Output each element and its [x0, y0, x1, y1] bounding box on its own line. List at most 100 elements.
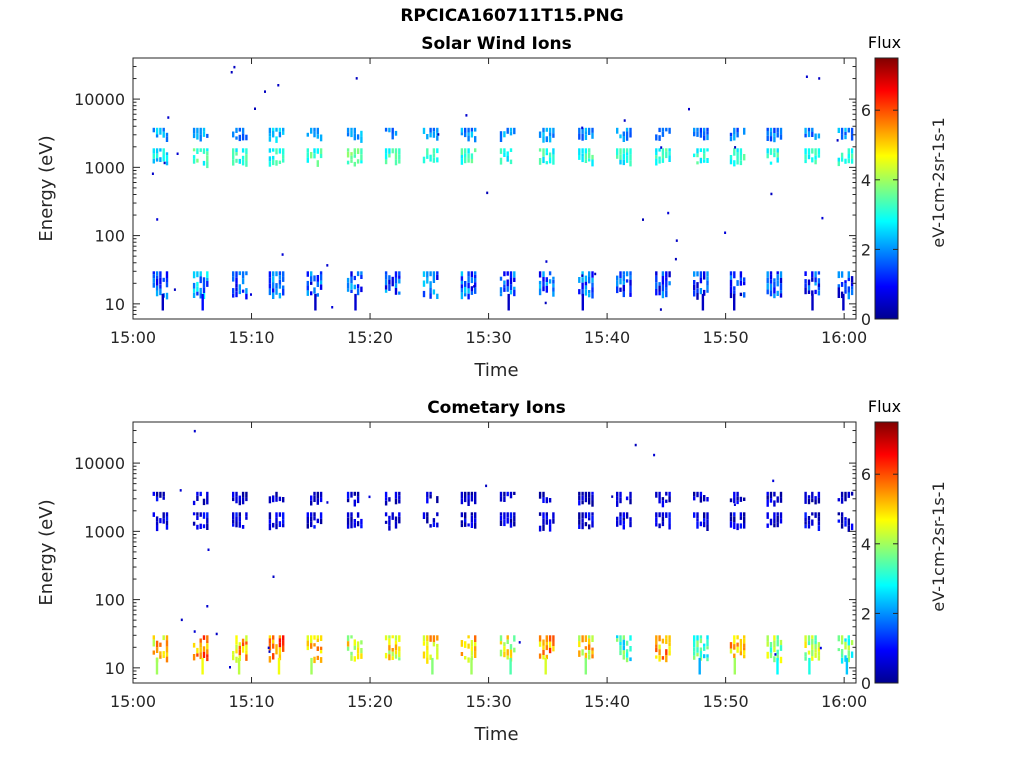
sw-tail-5 [354, 293, 357, 311]
ci-cell-13-0-0 [655, 635, 658, 640]
sw-cell-5-2-2 [353, 133, 356, 141]
sw-cell-10-1-2 [545, 152, 548, 156]
ci-cell-9-1-4 [513, 521, 516, 527]
sw-cell-6-0-1 [388, 275, 391, 280]
sw-cell-0-0-2 [159, 271, 162, 278]
ci-cell-10-1-1 [542, 518, 545, 525]
ci-cell-1-1-4 [206, 512, 209, 518]
ci-cell-9-0-1 [503, 642, 506, 647]
ci-cell-3-0-0 [268, 656, 272, 663]
sw-cell-13-0-4 [668, 281, 671, 286]
ci-cell-4-0-4 [319, 646, 323, 651]
sw-cell-11-0-0 [578, 277, 581, 283]
sw-cell-6-0-3 [394, 271, 398, 278]
ci-cell-18-1-1 [840, 516, 844, 524]
ci-cell-15-1-0 [729, 516, 733, 522]
sw-cell-14-2-2 [699, 132, 703, 138]
sw-cell-1-0-4 [206, 271, 209, 278]
sw-cell-17-2-2 [811, 127, 814, 132]
sw-cell-9-0-2 [506, 286, 509, 292]
sw-cell-4-2-4 [319, 134, 323, 142]
sw-cell-15-0-3 [739, 271, 743, 278]
ci-cell-5-0-4 [360, 653, 363, 659]
ci-cell-2-2-3 [241, 497, 245, 505]
sw-cell-5-1-1 [350, 152, 353, 156]
ci-cell-16-1-3 [776, 512, 779, 516]
ci-cell-12-0-3 [625, 652, 629, 658]
sw-cell-14-1-3 [703, 159, 706, 163]
ci-xtick-label-1: 15:10 [228, 692, 274, 711]
sw-cell-11-0-2 [584, 289, 588, 296]
sw-cell-3-0-1 [272, 288, 275, 293]
sw-cell-2-0-2 [238, 284, 241, 291]
sw-cell-18-2-4 [850, 127, 854, 135]
ci-cell-18-1-1 [840, 523, 844, 529]
ci-cell-9-1-2 [506, 512, 509, 518]
sw-cell-3-1-3 [278, 160, 282, 164]
ci-cell-11-1-3 [588, 524, 591, 530]
ci-cell-18-2-1 [840, 497, 844, 504]
ci-cell-13-2-3 [665, 491, 668, 496]
ci-cell-2-2-2 [238, 495, 241, 501]
ci-cell-7-0-3 [432, 642, 436, 647]
sw-cell-15-0-0 [729, 279, 733, 287]
sw-cell-8-0-0 [460, 284, 464, 289]
sw-cell-14-0-2 [699, 277, 703, 284]
ci-cell-16-2-1 [769, 491, 773, 499]
ci-cell-15-0-4 [743, 647, 746, 651]
sw-cell-1-0-2 [199, 276, 202, 284]
sw-cell-7-1-4 [436, 157, 439, 163]
ci-cell-15-1-1 [733, 516, 736, 523]
sw-cell-3-2-3 [278, 132, 282, 138]
sw-cell-3-2-4 [282, 127, 285, 132]
ci-cell-5-1-0 [346, 517, 350, 525]
ci-cell-17-1-2 [811, 512, 814, 516]
sw-cell-8-1-2 [467, 148, 470, 154]
sw-cell-4-1-1 [310, 152, 313, 159]
sw-cell-11-0-1 [581, 282, 584, 290]
ci-cell-4-2-3 [316, 498, 319, 505]
ci-cell-9-0-1 [503, 651, 506, 658]
ci-cell-1-1-1 [196, 512, 199, 516]
sw-cell-13-0-3 [665, 271, 668, 278]
ci-cell-4-0-3 [316, 638, 319, 642]
ci-cell-2-1-1 [235, 516, 238, 522]
sw-cell-15-2-1 [733, 127, 736, 134]
sw-cell-14-0-0 [693, 284, 696, 291]
sw-cell-13-1-4 [668, 151, 671, 156]
sw-cell-14-0-3 [703, 289, 706, 296]
ci-cell-2-1-4 [245, 516, 248, 520]
ci-cell-13-0-1 [658, 655, 661, 662]
sw-cell-4-1-4 [319, 154, 323, 159]
sw-cell-17-2-1 [807, 131, 811, 138]
ci-cell-18-0-0 [837, 635, 840, 642]
sw-cell-4-1-0 [306, 157, 309, 163]
sw-cell-10-0-4 [552, 279, 555, 284]
sw-cell-1-0-0 [192, 282, 196, 289]
ci-cell-9-0-0 [499, 641, 503, 645]
sw-cell-1-0-0 [192, 292, 196, 298]
ci-cell-4-2-3 [316, 491, 319, 499]
sw-cell-15-0-4 [743, 281, 746, 286]
sw-tail-15 [733, 293, 736, 311]
ci-cell-2-0-2 [238, 645, 241, 650]
ci-cell-14-2-0 [693, 491, 696, 497]
sw-axes-frame [132, 57, 857, 320]
ci-cell-5-1-0 [346, 512, 350, 518]
ci-cell-1-0-4 [206, 654, 209, 658]
sw-cell-1-0-4 [206, 281, 209, 287]
sw-cell-0-0-2 [159, 277, 162, 285]
sw-cell-18-2-1 [840, 134, 844, 140]
sw-cell-9-2-3 [509, 131, 513, 136]
sw-cell-16-0-1 [769, 274, 773, 280]
sw-cell-15-0-3 [739, 280, 743, 286]
ci-cell-15-2-1 [733, 498, 736, 504]
sw-cell-15-1-1 [733, 160, 736, 167]
sw-cell-3-2-0 [268, 136, 272, 142]
sw-cell-11-0-2 [584, 285, 588, 290]
sw-cell-16-0-4 [779, 293, 783, 298]
ci-cell-3-2-0 [268, 496, 272, 504]
ci-cell-0-1-4 [165, 516, 169, 521]
sw-spike-17 [545, 260, 548, 263]
sw-cell-12-1-2 [622, 148, 625, 154]
